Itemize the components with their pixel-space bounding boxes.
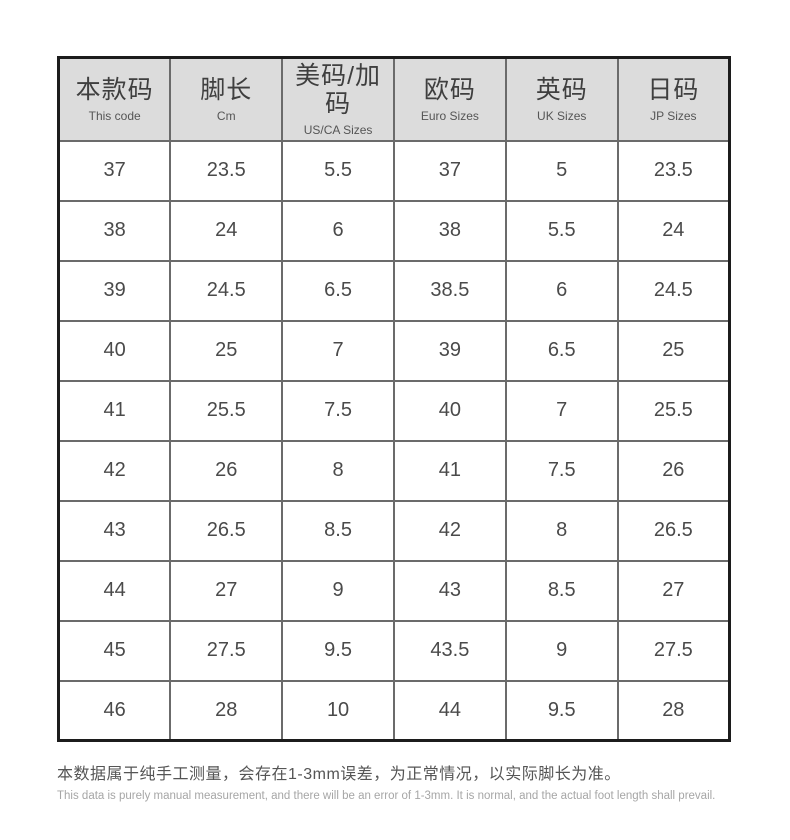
table-row: 40 25 7 39 6.5 25	[57, 319, 731, 382]
table-cell: 10	[281, 679, 395, 742]
table-cell: 46	[57, 679, 172, 742]
table-cell: 8	[504, 499, 619, 562]
table-cell: 38.5	[392, 259, 507, 322]
table-cell: 23.5	[616, 139, 731, 202]
table-cell: 42	[392, 499, 507, 562]
table-cell: 41	[57, 379, 172, 442]
table-cell: 42	[57, 439, 172, 502]
header-label-en: Euro Sizes	[420, 108, 479, 123]
table-cell: 23.5	[169, 139, 284, 202]
table-cell: 25	[169, 319, 284, 382]
table-cell: 25	[616, 319, 731, 382]
table-cell: 25.5	[616, 379, 731, 442]
table-cell: 26	[616, 439, 731, 502]
size-chart-table: 本款码 This code 脚长 Cm 美码/加码 US/CA Sizes 欧码 Euro S…	[57, 56, 731, 742]
header-label-zh: 美码/加码	[295, 61, 382, 119]
table-cell: 5.5	[281, 139, 395, 202]
table-cell: 6	[281, 199, 395, 262]
table-cell: 27	[169, 559, 284, 622]
table-row: 41 25.5 7.5 40 7 25.5	[57, 379, 731, 442]
header-label-zh: 本款码	[75, 75, 154, 104]
table-cell: 37	[57, 139, 172, 202]
note-en: This data is purely manual measurement, …	[57, 790, 716, 802]
header-cell-2: 美码/加码 US/CA Sizes	[281, 56, 395, 142]
table-cell: 24.5	[169, 259, 284, 322]
header-label-zh: 脚长	[200, 75, 253, 104]
table-cell: 43.5	[392, 619, 507, 682]
table-cell: 37	[392, 139, 507, 202]
header-cell-0: 本款码 This code	[57, 56, 172, 142]
size-chart-page: 本款码 This code 脚长 Cm 美码/加码 US/CA Sizes 欧码 Euro S…	[0, 56, 790, 840]
table-row: 38 24 6 38 5.5 24	[57, 199, 731, 262]
table-cell: 7	[504, 379, 619, 442]
table-cell: 39	[392, 319, 507, 382]
table-row: 42 26 8 41 7.5 26	[57, 439, 731, 502]
table-cell: 26	[169, 439, 284, 502]
table-cell: 7.5	[504, 439, 619, 502]
table-cell: 41	[392, 439, 507, 502]
note-zh: 本数据属于纯手工测量，会存在1-3mm误差，为正常情况，以实际脚长为准。	[57, 766, 621, 783]
table-cell: 44	[57, 559, 172, 622]
header-label-zh: 欧码	[423, 75, 476, 104]
table-cell: 43	[57, 499, 172, 562]
table-cell: 28	[169, 679, 284, 742]
measurement-note: 本数据属于纯手工测量，会存在1-3mm误差，为正常情况，以实际脚长为准。 Thi…	[57, 760, 733, 802]
table-cell: 6.5	[504, 319, 619, 382]
table-row: 44 27 9 43 8.5 27	[57, 559, 731, 622]
table-cell: 5	[504, 139, 619, 202]
header-label-en: JP Sizes	[650, 108, 697, 123]
table-cell: 43	[392, 559, 507, 622]
table-cell: 40	[392, 379, 507, 442]
table-cell: 24	[169, 199, 284, 262]
header-label-en: UK Sizes	[537, 108, 587, 123]
table-cell: 44	[392, 679, 507, 742]
header-label-en: US/CA Sizes	[303, 123, 373, 137]
table-row: 37 23.5 5.5 37 5 23.5	[57, 139, 731, 202]
header-label-zh: 英码	[535, 75, 588, 104]
table-cell: 6	[504, 259, 619, 322]
table-cell: 45	[57, 619, 172, 682]
header-cell-4: 英码 UK Sizes	[504, 56, 619, 142]
table-cell: 27.5	[616, 619, 731, 682]
table-cell: 9.5	[504, 679, 619, 742]
table-row: 46 28 10 44 9.5 28	[57, 679, 731, 742]
table-cell: 26.5	[616, 499, 731, 562]
table-cell: 8	[281, 439, 395, 502]
table-cell: 24.5	[616, 259, 731, 322]
table-header: 本款码 This code 脚长 Cm 美码/加码 US/CA Sizes 欧码 Euro S…	[57, 56, 731, 142]
table-cell: 7	[281, 319, 395, 382]
table-cell: 40	[57, 319, 172, 382]
table-cell: 8.5	[281, 499, 395, 562]
table-cell: 5.5	[504, 199, 619, 262]
table-cell: 6.5	[281, 259, 395, 322]
table-cell: 8.5	[504, 559, 619, 622]
table-cell: 26.5	[169, 499, 284, 562]
table-cell: 27.5	[169, 619, 284, 682]
table-row: 39 24.5 6.5 38.5 6 24.5	[57, 259, 731, 322]
table-row: 43 26.5 8.5 42 8 26.5	[57, 499, 731, 562]
table-cell: 24	[616, 199, 731, 262]
table-cell: 38	[392, 199, 507, 262]
table-cell: 39	[57, 259, 172, 322]
table-cell: 9.5	[281, 619, 395, 682]
header-label-en: This code	[88, 108, 141, 123]
table-body: 37 23.5 5.5 37 5 23.5 38 24 6 38 5.5 24 39 24.5 6.5 38.…	[57, 139, 731, 742]
table-cell: 25.5	[169, 379, 284, 442]
table-cell: 28	[616, 679, 731, 742]
table-cell: 27	[616, 559, 731, 622]
header-cell-5: 日码 JP Sizes	[616, 56, 731, 142]
header-cell-3: 欧码 Euro Sizes	[392, 56, 507, 142]
header-cell-1: 脚长 Cm	[169, 56, 284, 142]
header-label-zh: 日码	[647, 75, 700, 104]
table-cell: 9	[504, 619, 619, 682]
header-row: 本款码 This code 脚长 Cm 美码/加码 US/CA Sizes 欧码 Euro S…	[57, 56, 731, 142]
header-label-en: Cm	[216, 108, 236, 123]
table-cell: 7.5	[281, 379, 395, 442]
table-row: 45 27.5 9.5 43.5 9 27.5	[57, 619, 731, 682]
table-cell: 38	[57, 199, 172, 262]
table-cell: 9	[281, 559, 395, 622]
